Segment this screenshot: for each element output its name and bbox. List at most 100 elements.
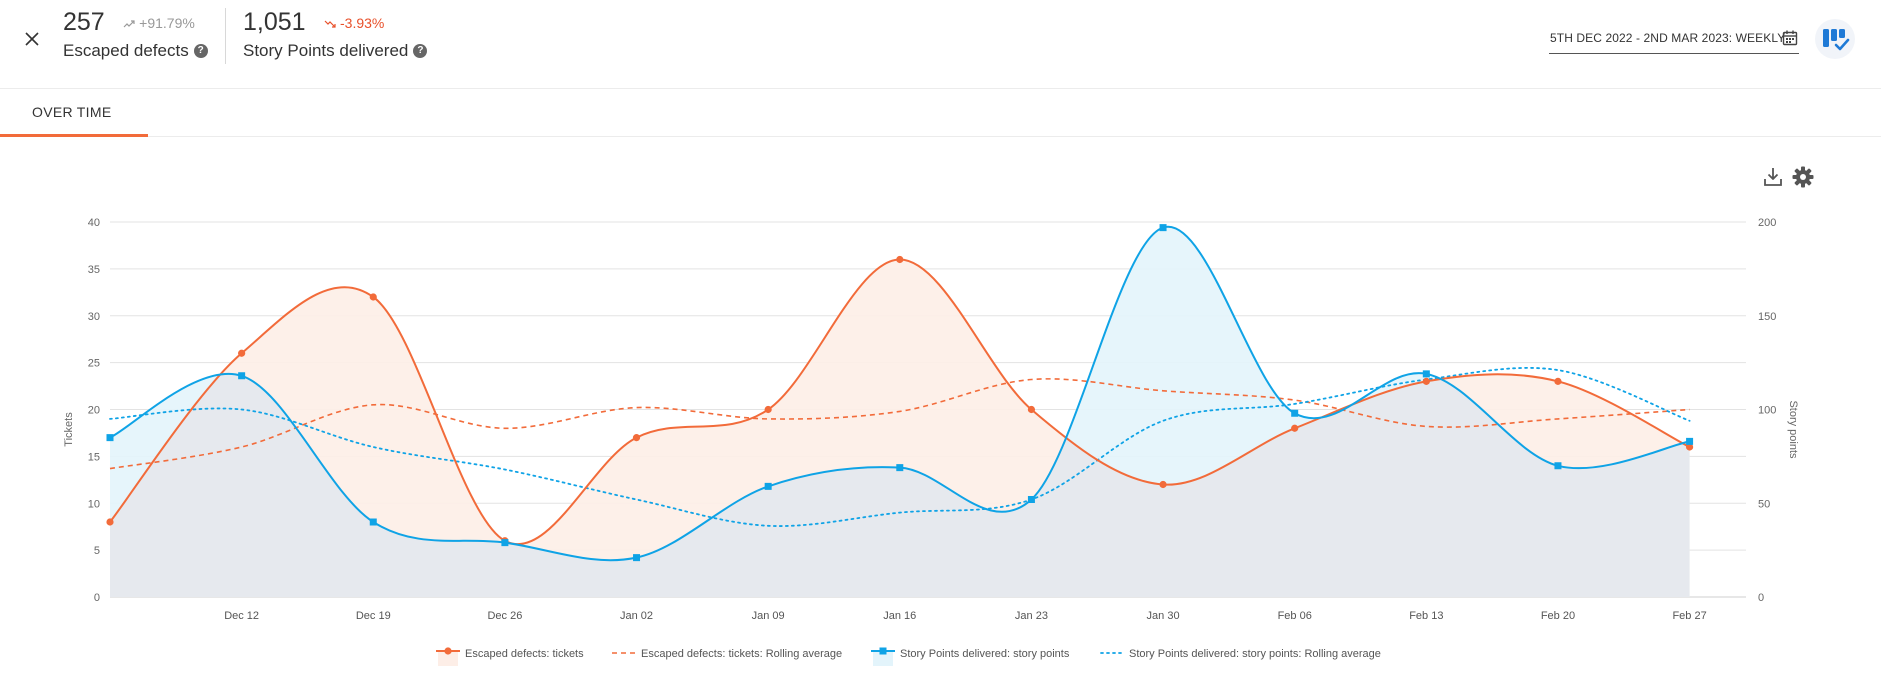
help-icon[interactable]: ? (413, 43, 428, 58)
metric-change-text: -3.93% (340, 15, 385, 31)
area-fills (110, 226, 1690, 597)
legend-label: Escaped defects: tickets (465, 648, 584, 660)
story-points-point[interactable] (369, 518, 377, 526)
legend-label: Escaped defects: tickets: Rolling averag… (641, 648, 842, 660)
story-points-point[interactable] (1291, 409, 1299, 417)
metric-label: Escaped defects? (63, 41, 208, 61)
axes: 0 5 10 15 20 25 30 35 40 0 50 100 150 200 Dec 12 Dec 19… (63, 217, 1799, 622)
metric-label-text: Story Points delivered (243, 41, 409, 60)
metric-label-text: Escaped defects (63, 41, 189, 60)
defects-rolling-average-line (109, 378, 1690, 470)
legend-label: Story Points delivered: story points (900, 648, 1070, 660)
defects-point[interactable] (1159, 480, 1167, 489)
date-range-text: 5TH DEC 2022 - 2ND MAR 2023: WEEKLY (1550, 31, 1786, 45)
calendar-icon (1782, 30, 1798, 46)
metric-change: +91.79% (123, 15, 195, 31)
story-points-point[interactable] (896, 464, 904, 472)
y-left-tick-label: 15 (88, 451, 100, 463)
x-tick-label: Dec 26 (487, 610, 522, 622)
trend-up-icon (123, 20, 135, 28)
help-icon[interactable]: ? (193, 43, 208, 58)
y-left-axis-label: Tickets (63, 412, 75, 447)
defects-point[interactable] (369, 293, 377, 301)
y-left-tick-label: 5 (94, 545, 100, 557)
x-tick-label: Jan 23 (1015, 610, 1048, 622)
metric-value: 257 (63, 8, 105, 36)
x-tick-label: Feb 13 (1409, 610, 1443, 622)
story-points-point[interactable] (1554, 462, 1562, 470)
date-range-picker[interactable]: 5TH DEC 2022 - 2ND MAR 2023: WEEKLY (1549, 28, 1799, 54)
close-icon (25, 32, 39, 46)
legend-swatch-fill (873, 651, 893, 666)
metric-divider (225, 8, 226, 64)
tab-over-time[interactable]: OVER TIME (0, 89, 148, 137)
x-tick-label: Jan 16 (883, 610, 916, 622)
story-points-point[interactable] (238, 372, 246, 380)
story-points-point[interactable] (1027, 496, 1035, 503)
download-button[interactable] (1761, 165, 1785, 189)
defects-point[interactable] (1685, 443, 1694, 451)
legend-marker (879, 647, 887, 655)
defects-point[interactable] (1027, 405, 1036, 414)
tab-label: OVER TIME (32, 104, 112, 120)
board-check-icon (1823, 29, 1850, 51)
y-right-axis-label: Story points (1787, 400, 1799, 459)
y-left-tick-label: 10 (88, 498, 100, 510)
y-left-tick-label: 20 (88, 405, 100, 417)
y-right-tick-label: 100 (1758, 405, 1776, 417)
story-points-point[interactable] (633, 554, 641, 562)
close-button[interactable] (20, 27, 44, 51)
legend: Escaped defects: tickets Escaped defects:… (436, 647, 1381, 666)
story-points-point[interactable] (501, 539, 509, 547)
app-logo-button[interactable] (1815, 19, 1855, 59)
y-left-tick-label: 0 (94, 592, 100, 604)
overlap-area (110, 259, 1690, 597)
defects-point[interactable] (632, 434, 641, 442)
x-tick-label: Dec 19 (356, 610, 391, 622)
x-tick-label: Jan 30 (1147, 610, 1180, 622)
y-right-tick-label: 150 (1758, 311, 1776, 323)
trend-down-icon (324, 20, 336, 28)
legend-item[interactable]: Escaped defects: tickets: Rolling averag… (612, 648, 842, 660)
y-right-tick-label: 200 (1758, 217, 1776, 229)
story-points-point[interactable] (1422, 370, 1430, 378)
story-points-point[interactable] (764, 482, 772, 490)
legend-marker (444, 647, 452, 655)
metric-story-points: 1,051 -3.93% Story Points delivered? (243, 8, 428, 61)
story-points-point[interactable] (1686, 437, 1694, 445)
defects-point[interactable] (1554, 377, 1562, 385)
story-points-point[interactable] (1159, 224, 1167, 232)
gear-icon (1792, 166, 1814, 188)
x-tick-label: Feb 06 (1278, 610, 1312, 622)
defects-point[interactable] (1422, 377, 1430, 385)
metric-change: -3.93% (324, 15, 384, 31)
metric-change-text: +91.79% (139, 15, 195, 31)
y-left-tick-label: 35 (88, 264, 100, 276)
legend-item[interactable]: Story Points delivered: story points (871, 647, 1070, 667)
defects-point[interactable] (1291, 424, 1299, 432)
x-tick-label: Feb 20 (1541, 610, 1575, 622)
over-time-chart: 0 5 10 15 20 25 30 35 40 0 50 100 150 200 Dec 12 Dec 19… (63, 217, 1799, 666)
settings-button[interactable] (1791, 165, 1815, 189)
x-tick-label: Dec 12 (224, 610, 259, 622)
y-left-tick-label: 25 (88, 358, 100, 370)
header: 257 +91.79% Escaped defects? 1,051 -3.93… (0, 0, 1881, 89)
legend-item[interactable]: Escaped defects: tickets (436, 647, 584, 666)
tab-bar: OVER TIME (0, 89, 1881, 137)
legend-swatch-fill (438, 651, 458, 666)
legend-label: Story Points delivered: story points: Ro… (1129, 648, 1381, 660)
defects-point[interactable] (238, 349, 246, 357)
legend-item[interactable]: Story Points delivered: story points: Ro… (1100, 648, 1381, 660)
metric-value: 1,051 (243, 8, 306, 36)
x-tick-label: Feb 27 (1672, 610, 1706, 622)
series-markers (106, 224, 1694, 562)
defects-point[interactable] (106, 518, 114, 526)
story-points-point[interactable] (106, 434, 114, 442)
download-icon (1764, 168, 1782, 186)
defects-point[interactable] (764, 405, 772, 414)
x-tick-label: Jan 02 (620, 610, 653, 622)
metric-escaped-defects: 257 +91.79% Escaped defects? (63, 8, 208, 61)
defects-point[interactable] (896, 255, 904, 264)
metric-label: Story Points delivered? (243, 41, 428, 61)
x-tick-label: Jan 09 (752, 610, 785, 622)
